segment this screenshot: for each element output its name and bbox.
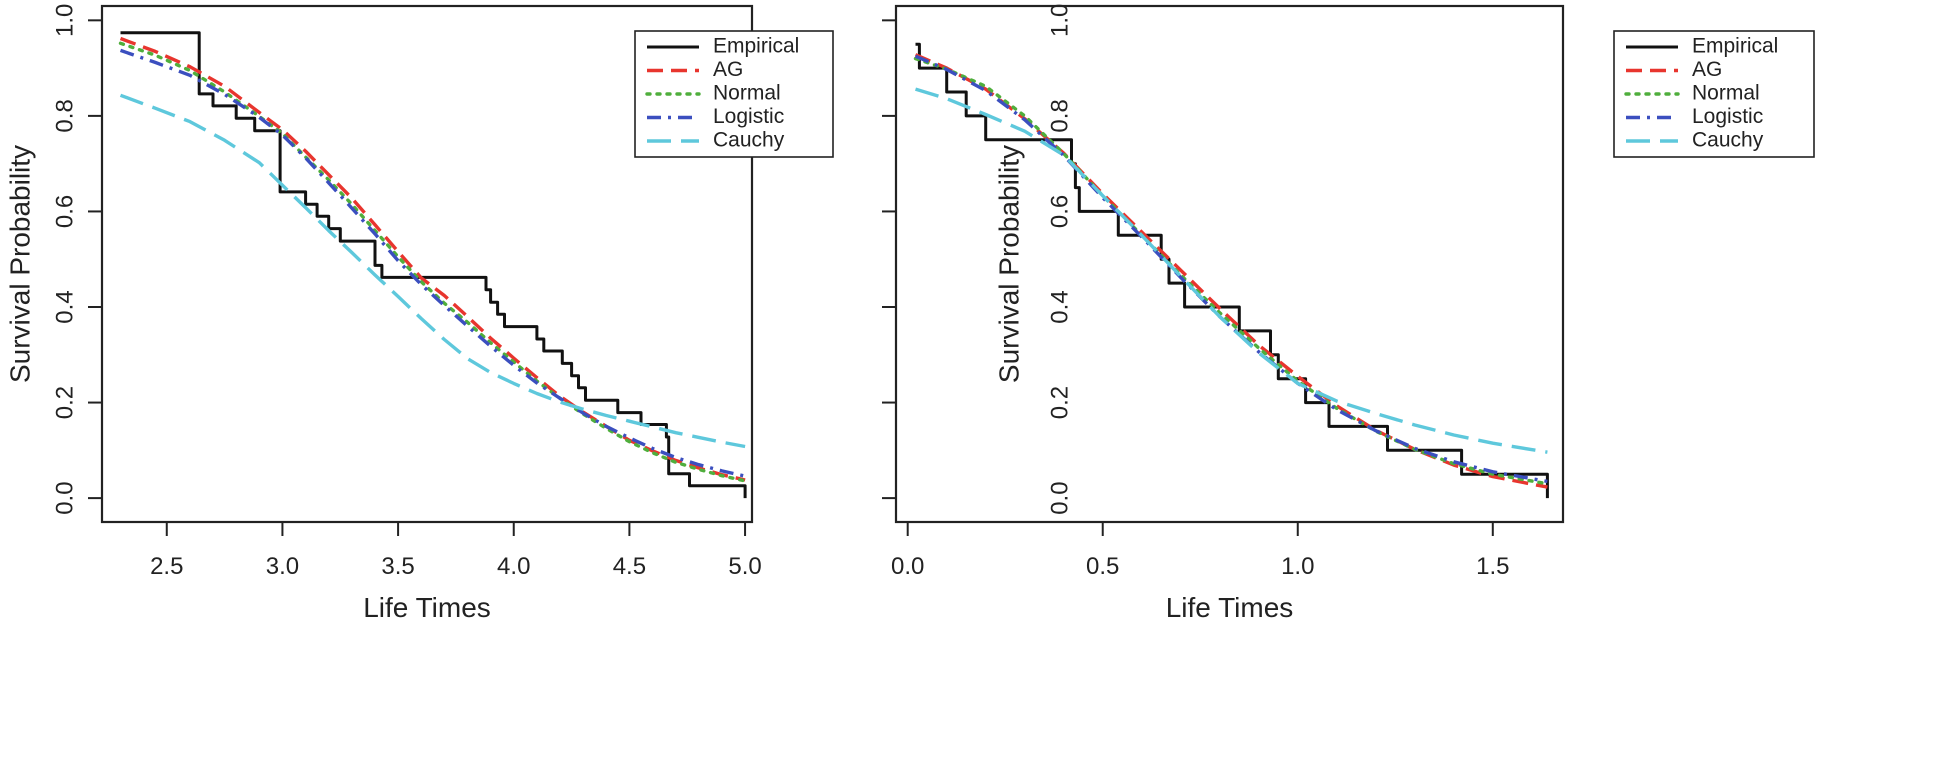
- cauchy-line-1: [119, 93, 746, 449]
- logistic-legend-label-1: Logistic: [713, 105, 784, 128]
- ag-legend-label-2: AG: [1692, 58, 1722, 81]
- y-tick-label-2-1: 0.2: [1046, 386, 1073, 419]
- y-axis-title-2: Survival Probability: [993, 145, 1024, 383]
- x-axis-title-2: Life Times: [1166, 592, 1294, 623]
- y-tick-label-1-2: 0.4: [51, 290, 78, 323]
- y-tick-label-1-3: 0.6: [51, 195, 78, 228]
- chart-panel-2: 0.0 0.5 1.0 1.5 0.0 0.2 0.4 0.6 0.8 1.0 Life Times…: [882, 4, 1815, 623]
- x-tick-label-2-3: 1.5: [1476, 553, 1509, 580]
- logistic-legend-label-2: Logistic: [1692, 105, 1763, 128]
- y-tick-label-1-0: 0.0: [51, 481, 78, 514]
- cauchy-line-2: [915, 87, 1548, 454]
- normal-legend-label-1: Normal: [713, 82, 781, 105]
- x-tick-label-1-2: 3.5: [381, 553, 414, 580]
- x-axis-title-1: Life Times: [363, 592, 491, 623]
- y-tick-label-1-1: 0.2: [51, 386, 78, 419]
- y-tick-label-2-3: 0.6: [1046, 195, 1073, 228]
- y-tick-label-1-4: 0.8: [51, 99, 78, 132]
- ag-legend-label-1: AG: [713, 58, 743, 81]
- x-tick-label-1-0: 2.5: [150, 553, 183, 580]
- plot-frame-2: [894, 4, 1565, 524]
- x-tick-label-1-5: 5.0: [728, 553, 761, 580]
- x-tick-label-1-3: 4.0: [497, 553, 530, 580]
- normal-legend-label-2: Normal: [1692, 82, 1760, 105]
- x-tick-label-1-4: 4.5: [613, 553, 646, 580]
- chart-panel-1: 2.5 3.0 3.5 4.0 4.5 5.0 0.0 0.2 0.4 0.6 0.8 1.0 Life…: [4, 4, 834, 623]
- x-tick-label-2-2: 1.0: [1281, 553, 1314, 580]
- x-tick-label-2-0: 0.0: [891, 553, 924, 580]
- y-axis-title-1: Survival Probability: [4, 145, 35, 383]
- logistic-line-1: [119, 48, 746, 478]
- y-tick-label-2-2: 0.4: [1046, 290, 1073, 323]
- y-tick-label-2-0: 0.0: [1046, 481, 1073, 514]
- plot-frame-1: [100, 4, 754, 524]
- normal-line-2: [913, 56, 1550, 486]
- empirical-legend-label-1: Empirical: [713, 35, 799, 58]
- cauchy-legend-label-2: Cauchy: [1692, 129, 1764, 152]
- empirical-legend-label-2: Empirical: [1692, 35, 1778, 58]
- x-tick-label-2-1: 0.5: [1086, 553, 1119, 580]
- ag-line-1: [119, 36, 746, 482]
- x-tick-label-1-1: 3.0: [266, 553, 299, 580]
- y-tick-label-2-5: 1.0: [1046, 4, 1073, 37]
- empirical-line-2: [915, 42, 1549, 499]
- y-tick-label-2-4: 0.8: [1046, 99, 1073, 132]
- y-tick-label-1-5: 1.0: [51, 4, 78, 37]
- cauchy-legend-label-1: Cauchy: [713, 129, 785, 152]
